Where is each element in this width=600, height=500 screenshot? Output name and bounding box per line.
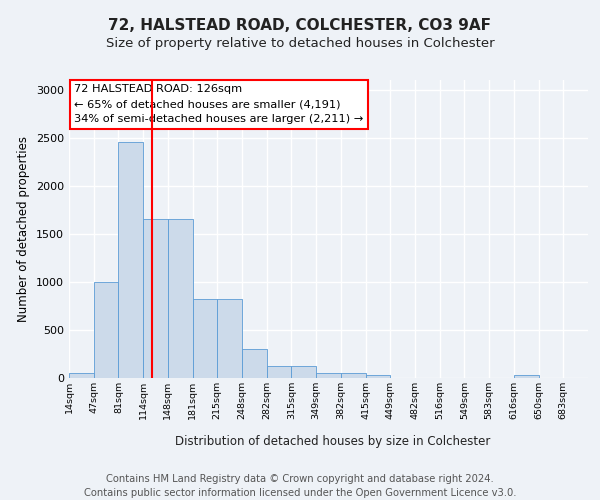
Bar [94,282,118,378]
Text: Contains public sector information licensed under the Open Government Licence v3: Contains public sector information licen… [84,488,516,498]
Text: 72, HALSTEAD ROAD, COLCHESTER, CO3 9AF: 72, HALSTEAD ROAD, COLCHESTER, CO3 9AF [109,18,491,32]
Text: 72 HALSTEAD ROAD: 126sqm
← 65% of detached houses are smaller (4,191)
34% of sem: 72 HALSTEAD ROAD: 126sqm ← 65% of detach… [74,84,364,124]
Bar [69,372,94,378]
Bar [514,375,539,378]
Bar [168,219,193,378]
Text: Distribution of detached houses by size in Colchester: Distribution of detached houses by size … [175,435,491,448]
Bar [118,142,143,378]
Y-axis label: Number of detached properties: Number of detached properties [17,136,31,322]
Bar [341,372,365,378]
Bar [365,374,390,378]
Bar [316,372,341,378]
Bar [267,366,292,378]
Text: Contains HM Land Registry data © Crown copyright and database right 2024.: Contains HM Land Registry data © Crown c… [106,474,494,484]
Bar [143,219,168,378]
Bar [217,299,242,378]
Bar [292,366,316,378]
Bar [242,348,267,378]
Bar [193,299,217,378]
Text: Size of property relative to detached houses in Colchester: Size of property relative to detached ho… [106,38,494,51]
